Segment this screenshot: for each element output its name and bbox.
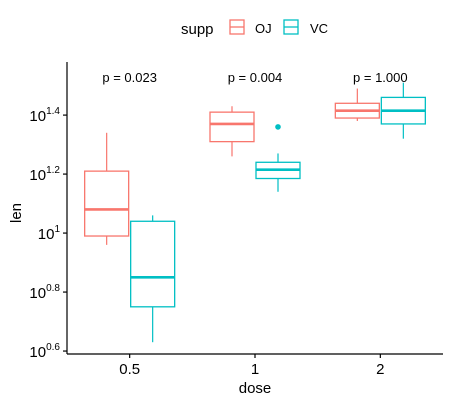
plot-area: p = 0.023 p = 0.004 p = 1.000 [84, 70, 426, 343]
box-iqr [130, 220, 176, 308]
legend-title: supp [181, 21, 214, 38]
legend-label-vc: VC [310, 21, 328, 36]
box-iqr [84, 170, 130, 237]
box-iqr [209, 111, 255, 143]
y-tick-label: 101 [38, 224, 61, 243]
y-tick-label: 100.6 [29, 342, 60, 361]
y-tick-label: 100.8 [29, 283, 60, 302]
y-tick-label: 101.4 [29, 106, 60, 125]
x-tick-label: 1 [251, 361, 259, 378]
box-vc-2 [380, 82, 426, 139]
x-tick-label: 0.5 [119, 361, 140, 378]
legend-key-vc [283, 19, 299, 35]
box-oj-1 [209, 106, 255, 157]
y-tick-label: 101.2 [29, 165, 60, 184]
outlier-point [275, 124, 281, 130]
box-vc-0.5 [130, 215, 176, 343]
legend-key-oj [229, 19, 245, 35]
p-value-label: p = 0.023 [102, 70, 157, 85]
axes: 100.6 100.8 101 101.2 101.4 0.5 1 2 [29, 62, 443, 378]
x-tick-label: 2 [376, 361, 384, 378]
legend-label-oj: OJ [255, 21, 272, 36]
box-vc-1 [255, 124, 301, 192]
legend: supp OJ VC [181, 19, 328, 38]
box-oj-2 [334, 88, 380, 121]
x-axis-title: dose [239, 380, 272, 397]
y-axis-title: len [8, 203, 25, 223]
p-value-label: p = 1.000 [353, 70, 408, 85]
p-value-label: p = 0.004 [228, 70, 283, 85]
box-oj-0.5 [84, 132, 130, 245]
